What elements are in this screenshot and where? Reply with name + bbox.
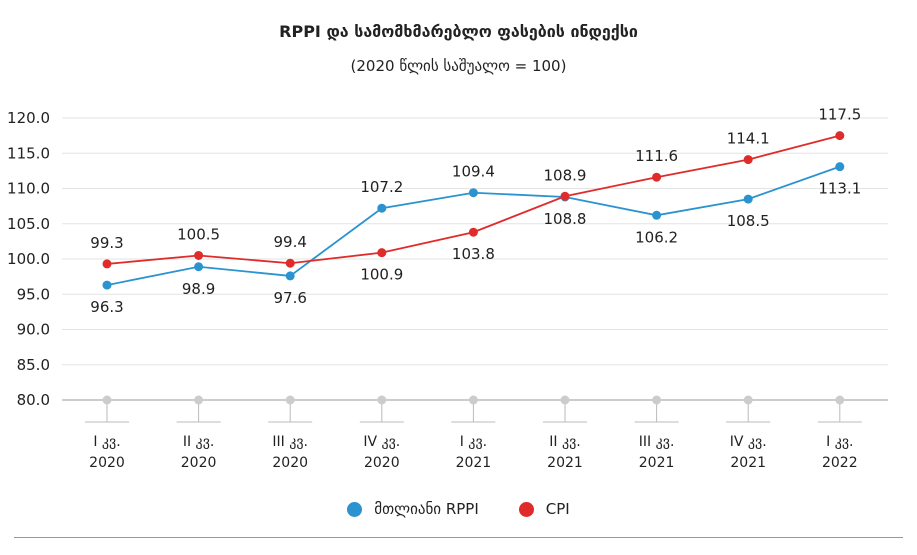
y-tick-label: 110.0 xyxy=(7,180,50,198)
line-chart: 80.0 85.0 90.0 95.0 100.0 105.0 110.0 115.0 120.… xyxy=(7,106,888,471)
data-label-cpi: 99.4 xyxy=(273,233,306,251)
data-label-cpi: 114.1 xyxy=(727,130,770,148)
x-tick-label-year: 2020 xyxy=(364,455,400,471)
chart-subtitle: (2020 წლის საშუალო = 100) xyxy=(350,57,567,75)
x-tick-label-year: 2021 xyxy=(547,455,583,471)
legend-cpi-label: CPI xyxy=(545,500,570,518)
data-point xyxy=(743,155,753,165)
data-label-cpi: 117.5 xyxy=(818,106,861,124)
bottom-divider xyxy=(14,537,903,538)
y-tick-label: 90.0 xyxy=(17,321,50,339)
chart-title: RPPI და სამომხმარებლო ფასების ინდექსი xyxy=(279,22,638,41)
x-tick-label-quarter: II კვ. xyxy=(183,434,214,450)
data-point xyxy=(377,203,387,213)
x-tick-label-year: 2020 xyxy=(272,455,308,471)
y-tick-label: 80.0 xyxy=(17,391,50,409)
data-point xyxy=(102,280,112,290)
data-point xyxy=(194,262,204,272)
data-label-rppi: 107.2 xyxy=(360,178,403,196)
legend-cpi-marker xyxy=(518,501,534,517)
y-tick-label: 95.0 xyxy=(17,285,50,303)
data-label-rppi: 106.2 xyxy=(635,228,678,246)
data-label-cpi: 100.5 xyxy=(177,225,220,243)
x-tick-label-quarter: IV კვ. xyxy=(363,434,400,450)
data-label-rppi: 98.9 xyxy=(182,280,215,298)
x-tick-label-year: 2022 xyxy=(822,455,858,471)
legend-rppi-label: მთლიანი RPPI xyxy=(374,500,479,518)
chart-legend: მთლიანი RPPI CPI xyxy=(0,500,917,518)
legend-item-cpi: CPI xyxy=(518,500,570,518)
baseline-marker xyxy=(468,395,478,405)
data-label-cpi: 103.8 xyxy=(452,245,495,263)
x-tick-label-year: 2021 xyxy=(639,455,675,471)
baseline-marker xyxy=(102,395,112,405)
x-tick-label-year: 2020 xyxy=(89,455,125,471)
legend-rppi-marker xyxy=(347,501,363,517)
baseline-marker xyxy=(560,395,570,405)
data-point xyxy=(835,162,845,172)
x-tick-label-quarter: II კვ. xyxy=(549,434,580,450)
data-label-cpi: 108.9 xyxy=(544,166,587,184)
legend-item-rppi: მთლიანი RPPI xyxy=(347,500,479,518)
baseline-marker xyxy=(835,395,845,405)
x-tick-label-year: 2021 xyxy=(730,455,766,471)
x-tick-label-quarter: III კვ. xyxy=(272,434,308,450)
data-label-cpi: 111.6 xyxy=(635,147,678,165)
y-tick-label: 100.0 xyxy=(7,250,50,268)
data-label-cpi: 99.3 xyxy=(90,234,123,252)
y-tick-label: 105.0 xyxy=(7,215,50,233)
baseline-marker xyxy=(652,395,662,405)
data-point xyxy=(652,210,662,220)
data-label-rppi: 113.1 xyxy=(818,180,861,198)
data-label-cpi: 100.9 xyxy=(360,266,403,284)
data-point xyxy=(468,188,478,198)
data-label-rppi: 97.6 xyxy=(273,289,306,307)
baseline-marker xyxy=(377,395,387,405)
x-tick-label-quarter: IV კვ. xyxy=(730,434,767,450)
y-tick-label: 115.0 xyxy=(7,144,50,162)
baseline-marker xyxy=(743,395,753,405)
x-tick-label-quarter: I კვ. xyxy=(826,434,853,450)
data-point xyxy=(743,194,753,204)
data-label-rppi: 96.3 xyxy=(90,298,123,316)
y-tick-label: 120.0 xyxy=(7,109,50,127)
data-label-rppi: 109.4 xyxy=(452,163,495,181)
data-label-rppi: 108.5 xyxy=(727,212,770,230)
baseline-marker xyxy=(194,395,204,405)
data-point xyxy=(194,250,204,260)
x-tick-label-quarter: I კვ. xyxy=(460,434,487,450)
data-point xyxy=(102,259,112,269)
data-point xyxy=(468,227,478,237)
baseline-marker xyxy=(285,395,295,405)
data-point xyxy=(285,258,295,268)
data-point xyxy=(835,131,845,141)
x-tick-label-quarter: I კვ. xyxy=(93,434,120,450)
data-label-rppi: 108.8 xyxy=(544,210,587,228)
data-point xyxy=(377,248,387,258)
y-tick-label: 85.0 xyxy=(17,356,50,374)
data-point xyxy=(560,191,570,201)
data-point xyxy=(652,172,662,182)
x-tick-label-quarter: III კვ. xyxy=(639,434,675,450)
x-tick-label-year: 2020 xyxy=(181,455,217,471)
x-tick-label-year: 2021 xyxy=(456,455,492,471)
data-point xyxy=(285,271,295,281)
